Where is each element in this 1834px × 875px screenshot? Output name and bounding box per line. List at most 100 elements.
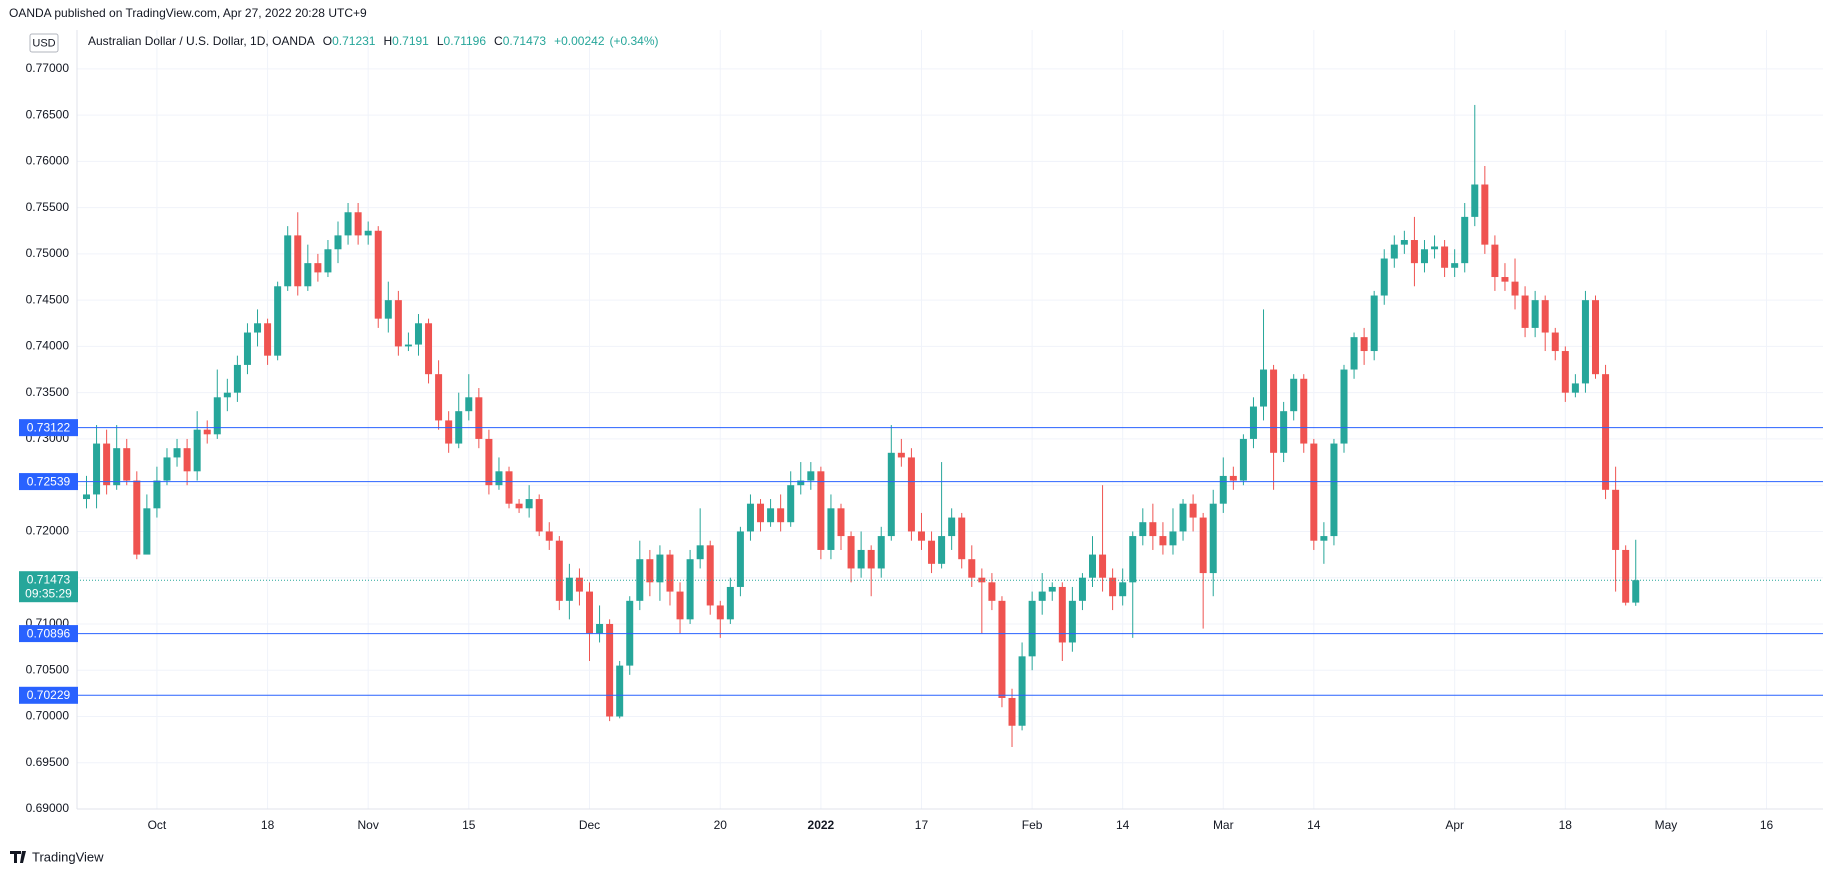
candle-body xyxy=(787,485,795,523)
candle-body xyxy=(414,323,422,345)
candle-body xyxy=(575,577,583,592)
candle-body xyxy=(223,392,231,398)
x-tick-label: 18 xyxy=(261,818,275,832)
candle-body xyxy=(1451,263,1459,268)
candle-body xyxy=(978,577,986,583)
x-tick-label: 16 xyxy=(1760,818,1774,832)
candle-body xyxy=(656,554,664,583)
candle-body xyxy=(103,443,111,486)
y-tick-label: 0.75500 xyxy=(26,200,70,214)
candle-body xyxy=(304,263,312,287)
footer-brand: TradingView xyxy=(32,849,104,864)
y-tick-label: 0.76500 xyxy=(26,107,70,121)
candle-body xyxy=(354,212,362,236)
candle-body xyxy=(173,448,181,458)
candle-body xyxy=(1239,438,1247,481)
candle-body xyxy=(686,559,694,620)
candle-body xyxy=(1632,580,1640,603)
candle-body xyxy=(807,471,815,481)
x-tick-label: 14 xyxy=(1116,818,1130,832)
countdown-label: 09:35:29 xyxy=(25,586,72,600)
candle-body xyxy=(324,249,332,273)
candle-body xyxy=(1612,489,1620,550)
currency-label: USD xyxy=(32,37,55,49)
currency-box xyxy=(29,33,59,53)
candle-body xyxy=(1149,522,1157,537)
candle-body xyxy=(767,508,775,523)
x-tick-label: 20 xyxy=(714,818,728,832)
price-label: 0.72539 xyxy=(27,474,71,488)
candle-body xyxy=(344,212,352,236)
candle-body xyxy=(1260,369,1268,407)
candle-body xyxy=(1441,246,1449,268)
candle-body xyxy=(1229,475,1237,481)
candle-body xyxy=(928,540,936,564)
candle-body xyxy=(817,471,825,550)
candle-body xyxy=(163,457,171,481)
candle-body xyxy=(948,517,956,537)
y-tick-label: 0.70500 xyxy=(26,662,70,676)
candle-body xyxy=(565,577,573,601)
candle-body xyxy=(1461,216,1469,264)
price-label: 0.73122 xyxy=(27,420,71,434)
y-tick-label: 0.70000 xyxy=(26,709,70,723)
candle-body xyxy=(907,457,915,532)
x-tick-label: Nov xyxy=(358,818,379,832)
legend-value: 0.71196 xyxy=(444,34,487,48)
legend-value: 0.71231 xyxy=(332,34,376,48)
candle-body xyxy=(676,591,684,620)
candle-body xyxy=(1249,406,1257,439)
candle-body xyxy=(726,586,734,620)
candle-body xyxy=(1169,531,1177,546)
candle-body xyxy=(254,323,262,333)
candle-body xyxy=(384,300,392,319)
candle-body xyxy=(1129,536,1137,583)
x-tick-label: Mar xyxy=(1213,818,1234,832)
candle-body xyxy=(1471,184,1479,217)
legend-label: L xyxy=(437,34,444,48)
candle-body xyxy=(1431,246,1439,250)
candle-body xyxy=(1340,369,1348,444)
x-tick-label: 14 xyxy=(1307,818,1321,832)
y-tick-label: 0.69500 xyxy=(26,755,70,769)
candle-body xyxy=(334,235,342,250)
candle-body xyxy=(83,494,90,500)
candle-body xyxy=(897,452,905,458)
candle-body xyxy=(1390,244,1398,259)
x-tick-label: Feb xyxy=(1022,818,1043,832)
candle-body xyxy=(445,420,453,444)
candle-body xyxy=(1068,600,1076,643)
legend-value: 0.7191 xyxy=(392,34,429,48)
candle-body xyxy=(274,286,282,356)
price-label-box xyxy=(19,625,78,643)
x-tick-label: May xyxy=(1655,818,1678,832)
candle-body xyxy=(1209,503,1217,574)
candle-body xyxy=(1581,300,1589,384)
x-tick-label: 18 xyxy=(1559,818,1573,832)
candle-body xyxy=(1410,240,1418,264)
candle-body xyxy=(475,397,483,439)
candle-body xyxy=(394,300,402,347)
candle-body xyxy=(777,508,785,523)
candle-body xyxy=(938,536,946,564)
candle-body xyxy=(1561,351,1569,393)
candle-body xyxy=(485,438,493,486)
candle-body xyxy=(1400,240,1408,245)
candle-body xyxy=(1189,503,1197,518)
candle-body xyxy=(857,549,865,569)
candle-body xyxy=(596,623,604,634)
candle-body xyxy=(93,443,101,495)
price-label-box xyxy=(19,686,78,704)
candle-body xyxy=(1300,378,1308,444)
candle-body xyxy=(606,623,614,717)
symbol-title: Australian Dollar / U.S. Dollar, 1D, OAN… xyxy=(88,34,315,48)
candle-body xyxy=(1018,656,1026,726)
y-tick-label: 0.75000 xyxy=(26,246,70,260)
candle-body xyxy=(666,554,674,592)
x-tick-label: 17 xyxy=(915,818,929,832)
candle-body xyxy=(1139,522,1147,537)
candle-body xyxy=(1280,411,1288,453)
candle-body xyxy=(1310,443,1318,541)
